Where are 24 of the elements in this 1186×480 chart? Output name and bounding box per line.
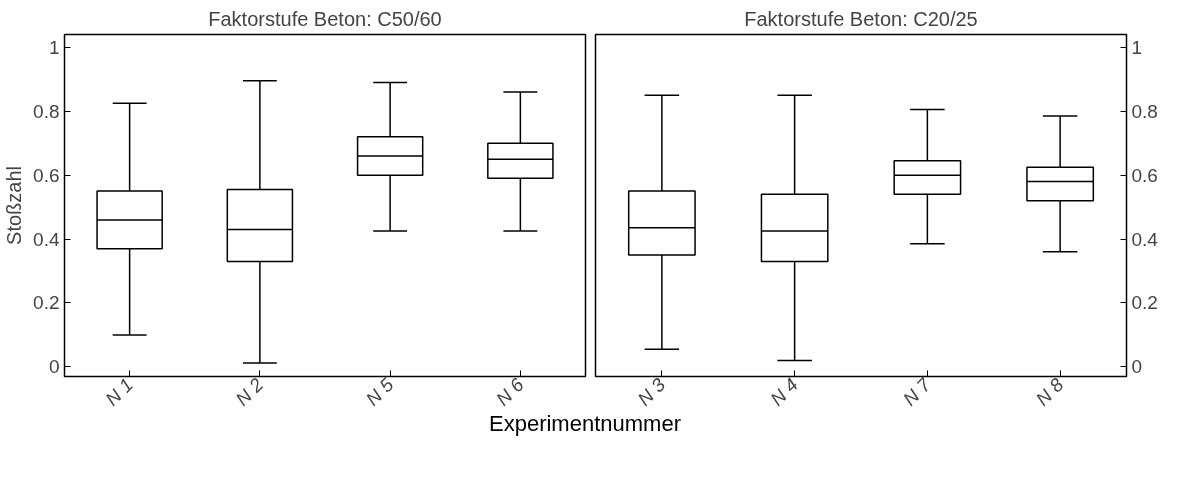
x-axis-title: Experimentnummer: [489, 410, 681, 438]
y-tick-label: 0.8: [1131, 100, 1158, 122]
chart-title: Faktorstufe Beton: C50/60: [208, 7, 442, 30]
chart-title: Faktorstufe Beton: C20/25: [744, 7, 978, 30]
x-tick-label: N 4: [766, 374, 803, 410]
y-tick-label: 0.8: [33, 100, 60, 122]
y-tick-label: 0.2: [1131, 292, 1158, 314]
y-tick-label: 0.4: [33, 228, 60, 250]
x-tick-label: N 7: [899, 373, 936, 410]
y-tick-label: 0: [48, 356, 60, 378]
y-tick-label: 0.4: [1131, 228, 1159, 250]
x-tick-label: N 1: [101, 374, 138, 410]
x-tick-label: N 3: [633, 373, 670, 410]
y-tick-label: 0.2: [33, 292, 60, 314]
y-tick-label: 0: [1131, 356, 1143, 378]
x-tick-label: N 6: [492, 373, 529, 410]
y-tick-label: 0.6: [1131, 164, 1158, 186]
x-tick-label: N 8: [1031, 373, 1068, 410]
y-axis-title: Stoßzahl: [3, 166, 26, 245]
y-tick-label: 0.6: [33, 164, 60, 186]
y-tick-label: 1: [1131, 36, 1143, 58]
y-tick-label: 1: [48, 36, 60, 58]
x-tick-label: N 2: [231, 373, 268, 410]
x-tick-label: N 5: [361, 373, 398, 410]
